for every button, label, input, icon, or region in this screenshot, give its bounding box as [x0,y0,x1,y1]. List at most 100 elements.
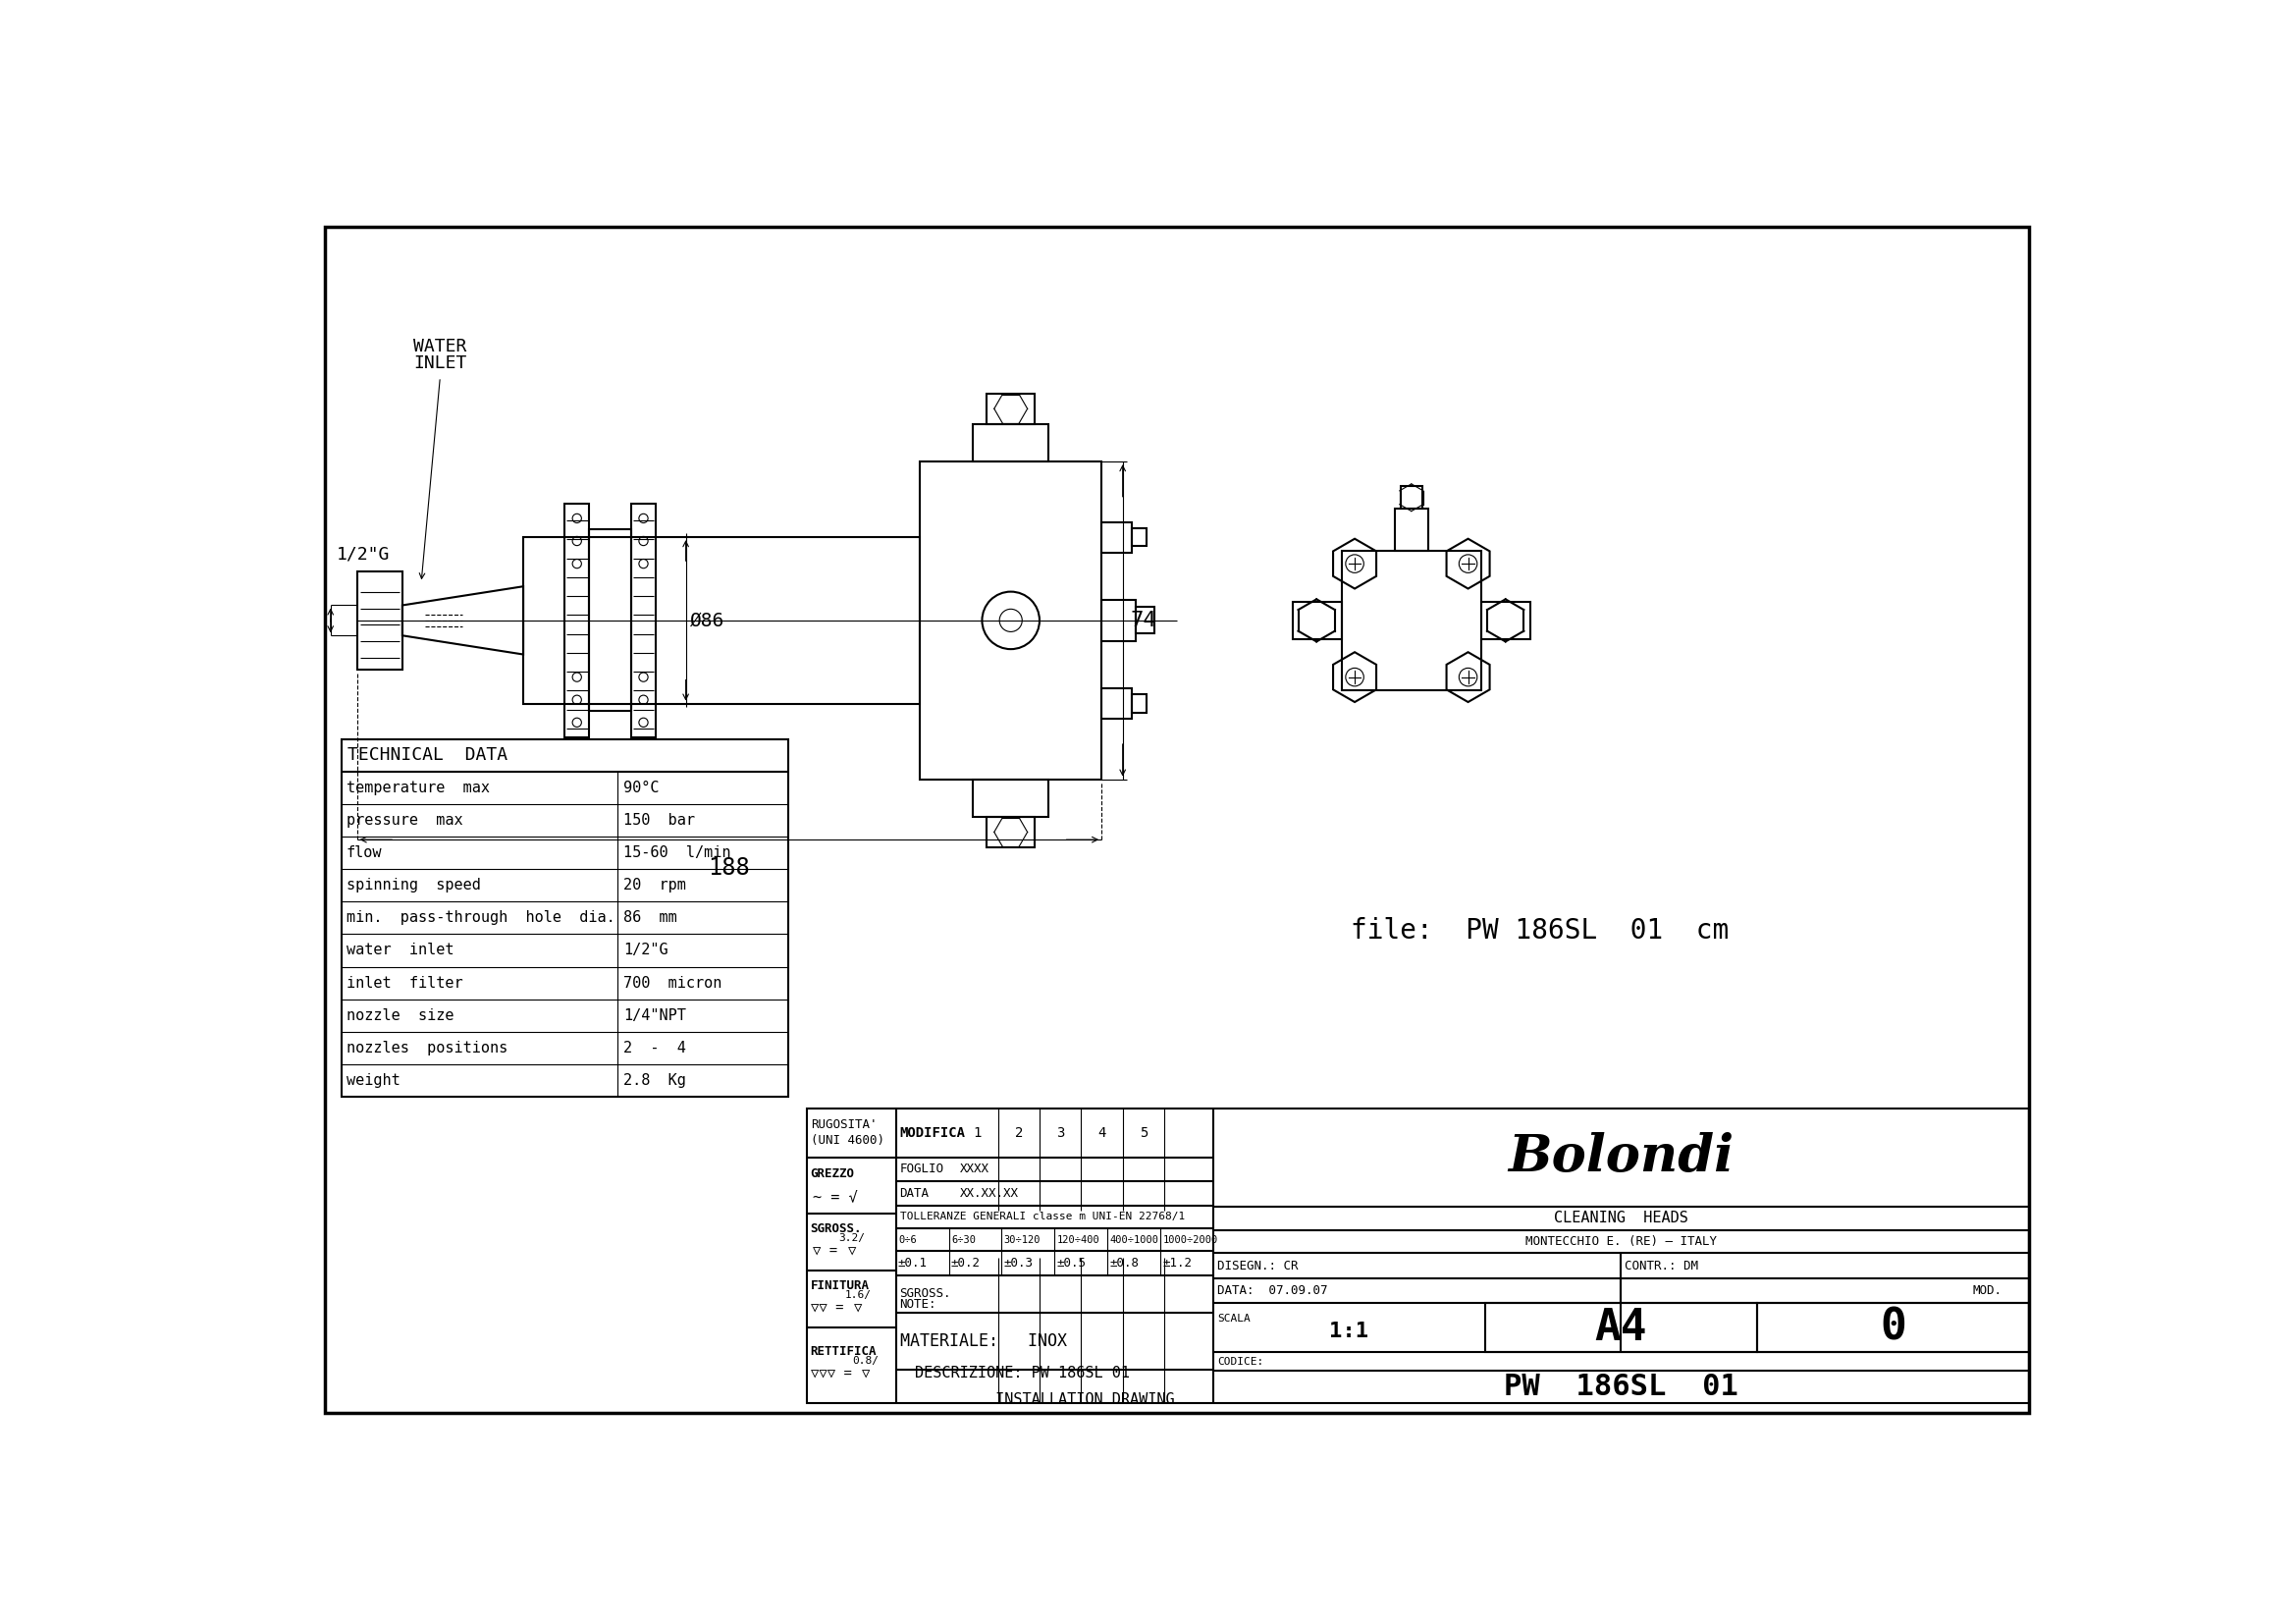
Text: RUGOSITA': RUGOSITA' [810,1118,877,1131]
Text: FINITURA: FINITURA [810,1279,870,1292]
Text: INSTALLATION DRAWING: INSTALLATION DRAWING [914,1393,1176,1407]
Text: ±0.1: ±0.1 [898,1256,928,1269]
Bar [1102,523,1132,552]
Text: 188: 188 [707,857,751,880]
Text: CONTR.: DM: CONTR.: DM [1626,1259,1699,1272]
Text: DATA: DATA [900,1186,930,1199]
Text: MATERIALE:   INOX: MATERIALE: INOX [900,1332,1068,1350]
Bar [523,537,921,703]
Text: nozzle  size: nozzle size [347,1008,455,1022]
Bar [1102,599,1137,641]
Text: CODICE:: CODICE: [1217,1357,1263,1367]
Text: spinning  speed: spinning speed [347,878,480,893]
Bar [1102,688,1132,719]
Text: ±1.2: ±1.2 [1162,1256,1192,1269]
Text: ±0.3: ±0.3 [1003,1256,1033,1269]
Text: 2  -  4: 2 - 4 [625,1040,687,1055]
Bar [1401,487,1421,510]
Bar [1137,607,1155,633]
Text: 90°C: 90°C [625,781,659,795]
Text: 74: 74 [1130,610,1157,630]
Text: 120÷400: 120÷400 [1056,1235,1100,1245]
Text: 15-60  l/min: 15-60 l/min [625,846,732,860]
Text: XX.XX.XX: XX.XX.XX [960,1186,1019,1199]
Text: 3: 3 [1056,1126,1065,1139]
Text: TOLLERANZE GENERALI classe m UNI-EN 22768/1: TOLLERANZE GENERALI classe m UNI-EN 2276… [900,1212,1185,1222]
Bar [1481,602,1531,639]
Text: 0÷6: 0÷6 [898,1235,916,1245]
Text: 1.6/: 1.6/ [845,1290,870,1300]
Text: ▽: ▽ [861,1367,870,1381]
Text: 4: 4 [1097,1126,1107,1139]
Text: weight: weight [347,1073,400,1087]
Text: ▽▽ =: ▽▽ = [810,1302,845,1315]
Text: Ø86: Ø86 [689,612,723,630]
Bar [1756,1303,2030,1352]
Text: Bolondi: Bolondi [1508,1133,1733,1182]
Bar [1132,695,1146,712]
Text: MOD.: MOD. [1972,1284,2002,1297]
Bar [987,816,1035,847]
Bar [1394,510,1428,550]
Text: MONTECCHIO E. (RE) – ITALY: MONTECCHIO E. (RE) – ITALY [1525,1235,1717,1248]
Text: ▽ =: ▽ = [813,1245,838,1258]
Text: SCALA: SCALA [1217,1313,1251,1323]
Text: SGROSS.: SGROSS. [900,1287,951,1300]
Bar [987,394,1035,424]
Text: ▽▽▽ =: ▽▽▽ = [810,1367,852,1381]
Text: pressure  max: pressure max [347,813,464,828]
Text: 1: 1 [974,1126,980,1139]
Text: (UNI 4600): (UNI 4600) [810,1134,884,1146]
Text: 1:1: 1:1 [1329,1321,1368,1341]
Bar [356,571,402,670]
Text: file:  PW 186SL  01  cm: file: PW 186SL 01 cm [1350,917,1729,945]
Text: RETTIFICA: RETTIFICA [810,1345,877,1358]
Text: XXXX: XXXX [960,1164,990,1175]
Bar [974,424,1049,461]
Bar [342,738,788,1097]
Text: 20  rpm: 20 rpm [625,878,687,893]
Text: GREZZO: GREZZO [810,1167,854,1180]
Bar [1293,602,1341,639]
Bar [590,529,631,711]
Text: 700  micron: 700 micron [625,975,723,990]
Bar [565,503,590,737]
Text: 0.8/: 0.8/ [852,1357,879,1367]
Text: ±0.8: ±0.8 [1109,1256,1139,1269]
Text: DATA:  07.09.07: DATA: 07.09.07 [1217,1284,1327,1297]
Text: INLET: INLET [413,354,466,372]
Text: flow: flow [347,846,381,860]
Text: DISEGN.: CR: DISEGN.: CR [1217,1259,1297,1272]
Text: nozzles  positions: nozzles positions [347,1040,507,1055]
Text: inlet  filter: inlet filter [347,975,464,990]
Bar [1341,550,1481,690]
Text: 1/2"G: 1/2"G [625,943,668,958]
Text: 86  mm: 86 mm [625,911,677,925]
Text: ±0.2: ±0.2 [951,1256,980,1269]
Text: 400÷1000: 400÷1000 [1109,1235,1159,1245]
Text: 30÷120: 30÷120 [1003,1235,1040,1245]
Text: 150  bar: 150 bar [625,813,696,828]
Text: SGROSS.: SGROSS. [810,1222,861,1235]
Bar [1486,1303,1756,1352]
Text: NOTE:: NOTE: [900,1298,937,1310]
Text: temperature  max: temperature max [347,781,489,795]
Text: TECHNICAL  DATA: TECHNICAL DATA [349,747,507,764]
Text: 3.2/: 3.2/ [838,1233,866,1243]
Text: 5: 5 [1139,1126,1148,1139]
Bar [1132,527,1146,547]
Text: PW  186SL  01: PW 186SL 01 [1504,1373,1738,1401]
Text: 2: 2 [1015,1126,1022,1139]
Text: WATER: WATER [413,338,466,355]
Text: ▽: ▽ [854,1302,863,1315]
Text: ▽: ▽ [847,1245,856,1258]
Text: A4: A4 [1596,1307,1649,1349]
Text: 1/2"G: 1/2"G [338,545,390,563]
Text: water  inlet: water inlet [347,943,455,958]
Text: 2.8  Kg: 2.8 Kg [625,1073,687,1087]
Text: ~ = √: ~ = √ [813,1190,856,1204]
Text: min.  pass-through  hole  dia.: min. pass-through hole dia. [347,911,615,925]
Text: DESCRIZIONE: PW 186SL 01: DESCRIZIONE: PW 186SL 01 [914,1365,1130,1380]
Text: 1000÷2000: 1000÷2000 [1162,1235,1217,1245]
Text: MODIFICA: MODIFICA [900,1126,964,1139]
